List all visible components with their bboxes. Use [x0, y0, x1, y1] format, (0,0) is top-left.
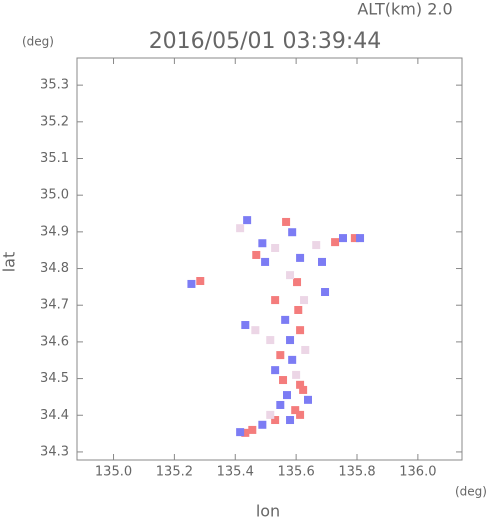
radar-cell	[196, 277, 205, 286]
radar-cell	[279, 376, 288, 385]
radar-cell	[241, 321, 250, 330]
radar-cell	[187, 279, 196, 288]
radar-cell	[299, 385, 308, 394]
radar-cell	[296, 410, 305, 419]
radar-cell	[288, 228, 297, 237]
radar-cell	[271, 366, 280, 375]
chart-title: 2016/05/01 03:39:44	[149, 29, 382, 54]
radar-cell	[271, 416, 280, 425]
radar-cell	[266, 410, 275, 419]
radar-cell	[258, 420, 267, 429]
radar-cell	[243, 216, 252, 225]
x-tick-label: 135.4	[217, 465, 254, 480]
radar-cell	[236, 224, 245, 233]
x-axis-label: lon	[256, 502, 280, 521]
radar-cell	[236, 428, 245, 437]
y-axis-label: lat	[0, 252, 19, 273]
x-tick-label: 135.0	[95, 465, 132, 480]
y-tick-label: 35.1	[40, 151, 69, 166]
radar-cell	[252, 250, 261, 259]
radar-cell	[271, 296, 280, 305]
plot-frame	[76, 57, 463, 461]
radar-cell	[276, 351, 285, 360]
radar-cell	[294, 305, 303, 314]
y-tick-label: 34.9	[40, 224, 69, 239]
x-tick-label: 135.6	[278, 465, 315, 480]
radar-cell	[283, 391, 291, 400]
radar-cell	[312, 241, 321, 250]
radar-cell	[276, 400, 285, 409]
radar-cell	[331, 238, 340, 247]
radar-cell	[292, 370, 301, 379]
radar-cell	[350, 234, 359, 243]
x-tick-label: 135.2	[156, 465, 193, 480]
radar-cell	[318, 257, 326, 266]
radar-cell	[356, 234, 365, 243]
radar-cell	[293, 278, 302, 287]
radar-cell	[286, 336, 295, 345]
radar-cell	[296, 380, 305, 389]
radar-cell	[296, 253, 305, 262]
radar-cell	[266, 336, 275, 345]
y-tick-label: 35.3	[40, 78, 69, 93]
x-unit: (deg)	[455, 485, 487, 499]
radar-cell	[304, 395, 312, 404]
radar-cell	[286, 416, 295, 425]
y-tick-label: 34.4	[40, 408, 69, 423]
y-tick-label: 35.0	[40, 188, 69, 203]
radar-cell	[241, 428, 250, 437]
radar-cell	[291, 406, 300, 415]
radar-cell	[339, 234, 347, 243]
radar-cell	[321, 288, 330, 297]
y-unit: (deg)	[22, 35, 54, 49]
y-tick-label: 34.3	[40, 444, 69, 459]
radar-cell	[301, 345, 310, 354]
y-tick-label: 35.2	[40, 114, 69, 129]
radar-cell	[251, 326, 260, 335]
radar-cell	[271, 243, 280, 252]
y-tick-label: 34.8	[40, 261, 69, 276]
radar-cell	[296, 326, 305, 335]
x-tick-label: 136.0	[399, 465, 436, 480]
x-tick-label: 135.8	[338, 465, 375, 480]
radar-cell	[261, 257, 270, 266]
annotation: ALT(km) 2.0	[357, 0, 452, 19]
radar-cell	[286, 271, 295, 280]
radar-cell	[281, 315, 290, 324]
y-tick-label: 34.6	[40, 334, 69, 349]
radar-cell	[288, 355, 297, 364]
y-tick-label: 34.7	[40, 298, 69, 313]
radar-cell	[300, 296, 309, 305]
radar-cell	[248, 425, 257, 434]
y-tick-label: 34.5	[40, 371, 69, 386]
radar-cell	[258, 239, 267, 248]
radar-cell	[282, 217, 291, 226]
